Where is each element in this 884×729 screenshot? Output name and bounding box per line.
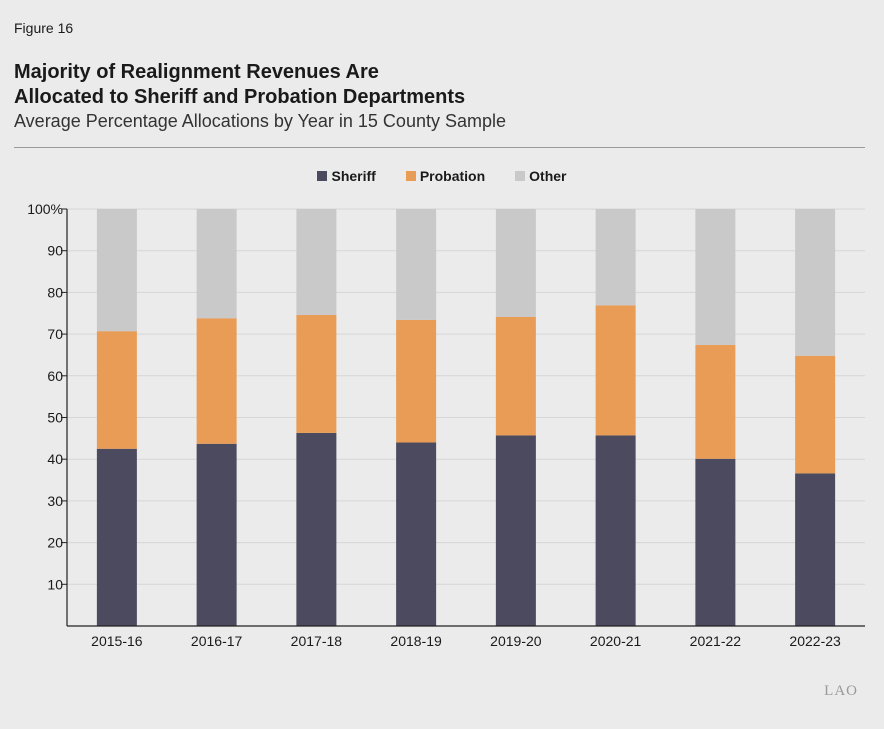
bar-probation-2016-17 bbox=[196, 318, 237, 444]
bar-sheriff-2022-23 bbox=[795, 473, 836, 626]
chart-legend: Sheriff Probation Other bbox=[0, 166, 884, 186]
bar-sheriff-2021-22 bbox=[695, 458, 736, 626]
lao-logo: LAO bbox=[824, 683, 858, 699]
chart-subtitle: Average Percentage Allocations by Year i… bbox=[14, 111, 506, 131]
bar-other-2015-16 bbox=[96, 209, 137, 332]
x-tick-label: 2017-18 bbox=[291, 633, 343, 649]
bar-sheriff-2019-20 bbox=[495, 435, 536, 626]
bar-probation-2017-18 bbox=[296, 314, 337, 433]
legend-item-probation: Probation bbox=[405, 166, 486, 186]
figure-label: Figure 16 bbox=[14, 20, 74, 36]
chart-title-line-1: Majority of Realignment Revenues Are bbox=[14, 61, 379, 83]
bar-probation-2020-21 bbox=[595, 305, 636, 436]
bar-other-2018-19 bbox=[396, 209, 437, 320]
bar-probation-2015-16 bbox=[96, 331, 137, 449]
legend-label-other: Other bbox=[529, 168, 567, 184]
bar-sheriff-2017-18 bbox=[296, 432, 337, 626]
legend-swatch-sheriff bbox=[317, 171, 328, 181]
bar-other-2019-20 bbox=[495, 209, 536, 318]
legend-label-sheriff: Sheriff bbox=[331, 168, 376, 184]
x-tick-label: 2018-19 bbox=[390, 633, 442, 649]
stacked-bar-chart: 10 20 30 40 50 60 70 80 90 100% 2015-16 2016-17 2017… bbox=[27, 201, 865, 649]
y-tick-label: 20 bbox=[47, 535, 63, 551]
bar-other-2020-21 bbox=[595, 209, 636, 306]
legend-label-probation: Probation bbox=[419, 168, 486, 184]
y-tick-label: 90 bbox=[47, 243, 63, 259]
legend-item-sheriff: Sheriff bbox=[317, 166, 376, 186]
legend-item-other: Other bbox=[515, 166, 567, 186]
bar-other-2016-17 bbox=[196, 209, 237, 319]
bar-probation-2018-19 bbox=[396, 319, 437, 443]
bar-sheriff-2018-19 bbox=[396, 442, 437, 626]
bar-probation-2019-20 bbox=[495, 317, 536, 436]
bar-other-2021-22 bbox=[695, 209, 736, 345]
x-tick-label: 2016-17 bbox=[191, 633, 243, 649]
y-tick-label: 50 bbox=[47, 410, 63, 426]
chart-title: Majority of Realignment Revenues Are All… bbox=[14, 60, 714, 110]
bar-probation-2022-23 bbox=[795, 355, 836, 474]
x-tick-label: 2022-23 bbox=[789, 633, 841, 649]
bar-sheriff-2020-21 bbox=[595, 435, 636, 626]
x-tick-label: 2020-21 bbox=[590, 633, 642, 649]
bar-sheriff-2016-17 bbox=[196, 443, 237, 626]
bar-sheriff-2015-16 bbox=[96, 448, 137, 626]
bar-other-2017-18 bbox=[296, 209, 337, 315]
chart-title-line-2: Allocated to Sheriff and Probation Depar… bbox=[14, 86, 466, 108]
x-tick-label: 2015-16 bbox=[91, 633, 143, 649]
y-tick-label: 100% bbox=[27, 201, 63, 217]
y-tick-label: 10 bbox=[47, 576, 63, 592]
y-tick-label: 70 bbox=[47, 326, 63, 342]
y-tick-label: 80 bbox=[47, 284, 63, 300]
legend-swatch-other bbox=[515, 171, 526, 181]
x-tick-label: 2021-22 bbox=[690, 633, 742, 649]
title-divider bbox=[14, 147, 865, 148]
y-tick-label: 30 bbox=[47, 493, 63, 509]
bar-probation-2021-22 bbox=[695, 344, 736, 459]
y-tick-label: 60 bbox=[47, 368, 63, 384]
x-tick-label: 2019-20 bbox=[490, 633, 542, 649]
bar-other-2022-23 bbox=[795, 209, 836, 356]
y-tick-label: 40 bbox=[47, 451, 63, 467]
legend-swatch-probation bbox=[405, 171, 416, 181]
